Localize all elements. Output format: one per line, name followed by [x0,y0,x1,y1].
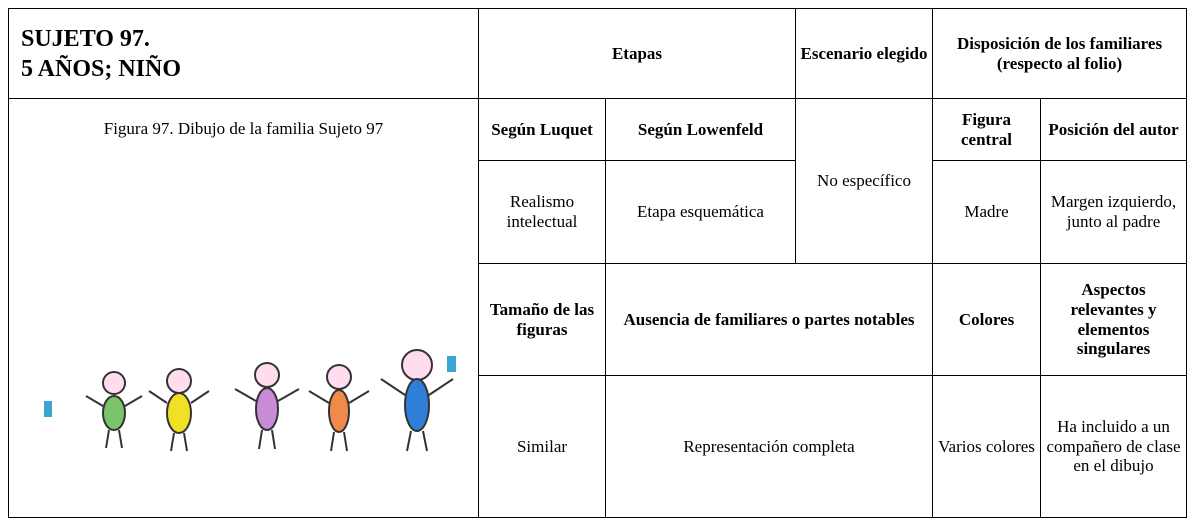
disposicion-header: Disposición de los familiares (respecto a… [932,8,1188,99]
luquet: Realismo intelectual [478,160,606,264]
figura-central: Madre [932,160,1042,264]
subject: SUJETO 97. [21,25,150,52]
colores-header: Colores [932,263,1042,376]
figure-cell: Figura 97. Dibujo de la familia Sujeto 9… [8,98,479,518]
subject-table: SUJETO 97. 5 AÑOS; NIÑO Etapas Escenario … [8,8,1188,518]
tamano: Similar [478,375,606,518]
age: 5 AÑOS; NIÑO [21,55,182,82]
ausencia: Representación completa [604,375,934,518]
aspectos-header: Aspectos relevantes y elementos singular… [1040,263,1188,376]
tamano-header: Tamaño de las figuras [478,263,606,376]
drawing [44,349,456,452]
ausencia-header: Ausencia de familiares o partes notables [604,263,934,376]
figura-central-header: Figura central [932,98,1042,161]
disposicion-note: (respecto al folio) [996,53,1123,73]
etapas: Etapas [477,8,797,99]
caption: Figura 97. Dibujo de la familia Sujeto 9… [103,119,384,138]
posicion: Margen izquierdo, junto al padre [1040,160,1188,264]
lowenfeld-header: Según Lowenfeld [604,98,797,161]
lowenfeld: Etapa esquemática [604,160,797,264]
colores: Varios colores [932,375,1042,518]
aspectos: Ha incluido a un compañero de clase en e… [1040,375,1188,518]
disposicion: Disposición de los familiares [956,33,1163,53]
title-cell: SUJETO 97. 5 AÑOS; NIÑO [8,8,479,99]
escenario-header: Escenario elegido [795,8,934,99]
escenario: No específico [795,98,934,264]
posicion-header: Posición del autor [1040,98,1188,161]
luquet-header: Según Luquet [478,98,606,161]
